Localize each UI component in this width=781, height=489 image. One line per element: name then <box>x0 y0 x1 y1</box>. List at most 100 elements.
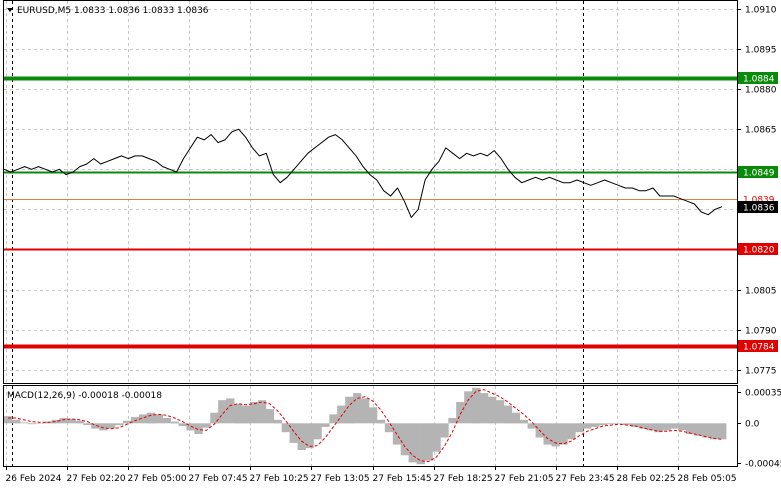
macd-histogram-bar <box>702 423 711 438</box>
macd-histogram-bar <box>162 418 171 424</box>
macd-histogram-bar <box>265 409 275 424</box>
macd-histogram-bar <box>313 423 322 440</box>
macd-histogram-bar <box>448 418 457 424</box>
macd-histogram-bar <box>99 423 108 431</box>
macd-histogram-bar <box>480 393 489 424</box>
price-tick-label: 1.0775 <box>745 367 777 377</box>
macd-histogram-bar <box>154 414 163 424</box>
macd-histogram-bar <box>376 419 386 424</box>
macd-histogram-bar <box>289 423 298 443</box>
macd-histogram-bar <box>281 423 290 433</box>
time-tick-label: 27 Feb 02:20 <box>67 474 126 484</box>
macd-histogram-bar <box>91 423 100 429</box>
chart-menu-caret-icon[interactable] <box>7 8 13 12</box>
macd-histogram-bar <box>67 418 76 424</box>
macd-histogram-bar <box>400 423 409 456</box>
macd-histogram-bar <box>11 419 21 424</box>
macd-histogram-bar <box>718 423 727 440</box>
macd-histogram-bar <box>75 420 84 424</box>
time-tick-label: 27 Feb 23:45 <box>556 474 615 484</box>
macd-histogram-bar <box>273 419 283 424</box>
macd-histogram-bar <box>527 423 536 429</box>
price-tick-label: 1.0910 <box>745 6 777 16</box>
macd-histogram-bar <box>575 423 584 433</box>
main-plot-frame <box>3 0 738 384</box>
macd-histogram-bar <box>710 423 719 440</box>
level-tag-1.0836 <box>738 201 778 213</box>
macd-histogram-bar <box>194 423 203 434</box>
time-tick-label: 27 Feb 07:45 <box>189 474 248 484</box>
macd-histogram-bar <box>19 422 29 424</box>
macd-histogram-bar <box>250 402 259 424</box>
macd-histogram-bar <box>242 405 251 424</box>
macd-histogram-bar <box>630 423 640 427</box>
macd-histogram-bar <box>654 423 663 433</box>
macd-histogram-bar <box>519 419 528 424</box>
time-tick-label: 27 Feb 21:05 <box>495 474 554 484</box>
macd-header: MACD(12,26,9) -0.00018 -0.00018 <box>7 391 162 401</box>
macd-histogram-bar <box>567 423 576 440</box>
price-tick-label: 1.0895 <box>745 46 777 56</box>
level-tag-1.0884 <box>738 72 778 84</box>
macd-histogram-bar <box>329 414 338 424</box>
level-label-1.0820: 1.0820 <box>743 246 775 256</box>
level-label-1.0849: 1.0849 <box>743 169 775 179</box>
macd-panel <box>4 387 727 465</box>
macd-histogram-bar <box>361 398 370 424</box>
macd-histogram-bar <box>138 414 148 424</box>
macd-histogram-bar <box>591 423 600 427</box>
macd-histogram-bar <box>4 416 13 424</box>
macd-histogram-bar <box>202 423 211 428</box>
price-series <box>3 128 723 218</box>
macd-histogram-bar <box>170 421 179 424</box>
macd-histogram-bar <box>638 423 647 429</box>
macd-histogram-bar <box>511 412 521 424</box>
macd-histogram-bar <box>83 423 92 426</box>
time-tick-label: 27 Feb 13:05 <box>311 474 370 484</box>
macd-histogram-bar <box>503 405 513 424</box>
symbol-ohlc-header: EURUSD,M5 1.0833 1.0836 1.0833 1.0836 <box>17 6 209 16</box>
macd-histogram-bar <box>472 387 481 424</box>
macd-histogram-bar <box>440 423 449 438</box>
macd-histogram-bar <box>27 423 37 425</box>
time-tick-label: 26 Feb 2024 <box>6 474 62 484</box>
macd-histogram-bar <box>495 400 505 424</box>
macd-histogram-bar <box>424 423 433 461</box>
price-line <box>3 128 723 218</box>
macd-histogram-bar <box>670 423 679 429</box>
macd-histogram-bar <box>432 423 441 452</box>
level-label-1.0784: 1.0784 <box>743 343 775 353</box>
horizontal-levels[interactable] <box>4 76 737 349</box>
macd-histogram-bar <box>353 393 362 424</box>
macd-histogram-bar <box>543 423 552 445</box>
macd-histogram-bar <box>226 398 235 424</box>
macd-histogram-bar <box>59 418 68 424</box>
macd-histogram-bar <box>107 423 116 429</box>
macd-histogram-bar <box>551 423 560 447</box>
macd-tick-label: -0.00045 <box>745 460 781 470</box>
macd-histogram-bar <box>115 423 124 426</box>
macd-tick-label: 0.0 <box>745 420 760 430</box>
macd-histogram-bar <box>369 407 378 424</box>
macd-histogram-bar <box>456 402 465 424</box>
macd-histogram-bar <box>321 423 330 427</box>
time-tick-label: 28 Feb 02:25 <box>617 474 676 484</box>
level-tag-1.0784 <box>738 340 778 352</box>
time-tick-label: 27 Feb 10:25 <box>250 474 309 484</box>
macd-histogram-bar <box>257 400 267 424</box>
macd-histogram-bar <box>35 423 44 424</box>
macd-histogram-bar <box>686 423 695 434</box>
macd-histogram-bar <box>646 423 655 431</box>
macd-histogram-bar <box>384 423 394 433</box>
time-tick-label: 28 Feb 05:05 <box>678 474 737 484</box>
macd-histogram-bar <box>416 423 425 465</box>
macd-histogram-bar <box>218 400 227 424</box>
macd-histogram-bar <box>234 403 243 424</box>
price-tick-label: 1.0865 <box>745 126 777 136</box>
macd-histogram-bar <box>178 423 187 426</box>
time-tick-label: 27 Feb 18:25 <box>434 474 493 484</box>
macd-histogram-bar <box>599 423 608 426</box>
macd-tick-label: 0.00035 <box>745 389 781 399</box>
